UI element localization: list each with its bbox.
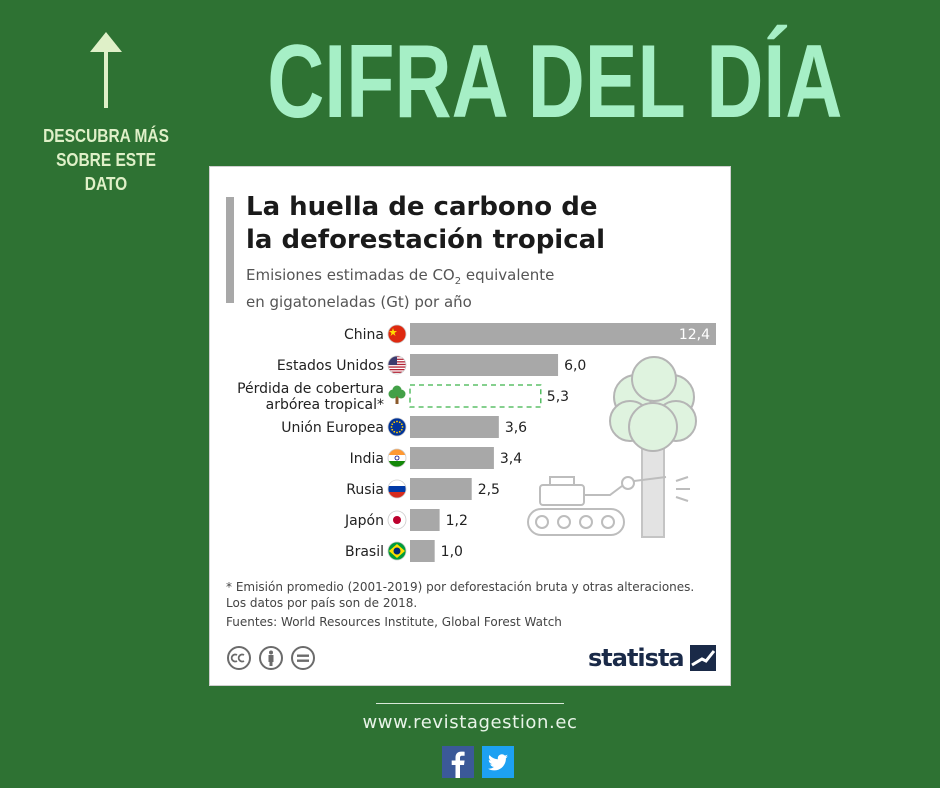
value-label-china: 12,4: [679, 327, 710, 343]
no-derivatives-icon[interactable]: [291, 646, 315, 670]
value-label-perdida-de-cobertura-arborea-tropical: 5,3: [547, 389, 569, 405]
bar-estados-unidos: [410, 354, 559, 376]
chart-subtitle: Emisiones estimadas de CO2 equivalente e…: [246, 265, 666, 313]
flag-icon-estados-unidos: [387, 355, 407, 375]
facebook-icon[interactable]: [442, 746, 474, 778]
bar-japon: [410, 509, 440, 531]
value-label-brasil: 1,0: [441, 544, 463, 560]
footnote-line-2: Los datos por país son de 2018.: [226, 596, 418, 610]
bar-rusia: [410, 478, 472, 500]
category-label-perdida-de-cobertura-arborea-tropical: Pérdida de cobertura arbórea tropical*: [237, 381, 384, 413]
bar-perdida-de-cobertura-arborea-tropical: [409, 384, 542, 408]
flag-icon-rusia: [387, 479, 407, 499]
chart-bars: China 12,4 Estados Unidos 6,0 Pérdida de cob…: [237, 323, 716, 562]
flag-icon-japon: [387, 510, 407, 530]
statista-logo-icon: [690, 645, 716, 671]
infographic-card: La huella de carbono de la deforestación…: [209, 166, 731, 686]
bar-china: [410, 323, 716, 345]
discover-more-link[interactable]: DESCUBRA MÁS SOBRE ESTE DATO: [37, 124, 175, 196]
chart-sources: Fuentes: World Resources Institute, Glob…: [226, 615, 562, 629]
cta-line-2: SOBRE ESTE DATO: [56, 150, 156, 194]
category-label-china: China: [344, 327, 384, 343]
footnote-line-1: * Emisión promedio (2001-2019) por defor…: [226, 580, 695, 594]
category-label-india: India: [350, 451, 384, 467]
subtitle-line-2: en gigatoneladas (Gt) por año: [246, 293, 472, 311]
category-label-union-europea: Unión Europea: [281, 420, 384, 436]
website-link[interactable]: www.revistagestion.ec: [362, 712, 578, 733]
value-label-japon: 1,2: [446, 513, 468, 529]
cc-icon[interactable]: [227, 646, 251, 670]
bar-brasil: [410, 540, 435, 562]
chart-title: La huella de carbono de la deforestación…: [246, 191, 666, 257]
category-label-brasil: Brasil: [345, 544, 384, 560]
tree-icon: [388, 385, 406, 404]
attribution-icon[interactable]: [259, 646, 283, 670]
bar-chart: China 12,4 Estados Unidos 6,0 Pérdida de cob…: [237, 323, 716, 562]
flag-icon-china: [387, 324, 407, 344]
bar-union-europea: [410, 416, 499, 438]
category-label-japon: Japón: [344, 513, 384, 529]
subtitle-pre: Emisiones estimadas de CO: [246, 266, 455, 284]
statista-logo[interactable]: statista: [588, 641, 718, 673]
category-label-rusia: Rusia: [346, 482, 384, 498]
twitter-icon[interactable]: [482, 746, 514, 778]
flag-icon-brasil: [387, 541, 407, 561]
category-label-estados-unidos: Estados Unidos: [277, 358, 384, 374]
value-label-union-europea: 3,6: [505, 420, 527, 436]
arrow-up-icon: [90, 32, 122, 108]
deforestation-illustration: [527, 356, 697, 538]
title-accent-bar: [226, 197, 234, 303]
title-line-1: La huella de carbono de: [246, 192, 598, 222]
flag-icon-india: [387, 448, 407, 468]
headline: CIFRA DEL DÍA: [267, 24, 843, 140]
subtitle-post: equivalente: [461, 266, 555, 284]
subtitle-sub: 2: [454, 276, 462, 287]
bulldozer-icon: [527, 476, 690, 536]
tree-illustration-icon: [609, 356, 697, 538]
license-icons: [227, 646, 315, 670]
value-label-rusia: 2,5: [478, 482, 500, 498]
cta-line-1: DESCUBRA MÁS: [43, 126, 169, 146]
value-label-estados-unidos: 6,0: [564, 358, 586, 374]
bar-india: [410, 447, 494, 469]
flag-icon-union-europea: [387, 417, 407, 437]
chart-footnote: * Emisión promedio (2001-2019) por defor…: [226, 579, 721, 611]
statista-wordmark: statista: [588, 644, 684, 672]
value-label-india: 3,4: [500, 451, 522, 467]
title-line-2: la deforestación tropical: [246, 225, 606, 255]
footer-divider: [376, 703, 564, 704]
